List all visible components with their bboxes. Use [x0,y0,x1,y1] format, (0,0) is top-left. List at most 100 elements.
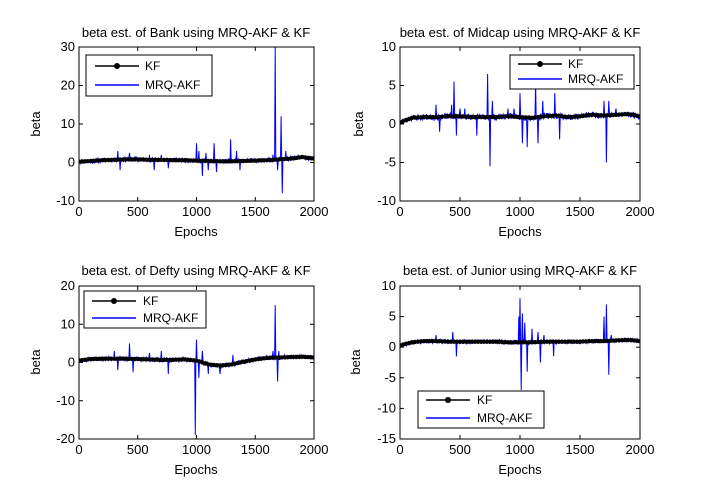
x-tick-label: 500 [127,442,149,457]
y-tick-label: 10 [61,116,75,131]
x-tick-label: 1000 [506,204,535,219]
series-layer [79,305,314,436]
legend-label-mrq-akf: MRQ-AKF [568,72,623,86]
y-tick-label: 0 [389,116,396,131]
chart-panel-defty: beta est. of Defty using MRQ-AKF & KF be… [28,263,328,477]
series-layer [400,298,640,391]
x-ticks: 0 500 1000 1500 2000 [75,286,328,457]
y-tick-label: -10 [377,400,396,415]
x-tick-label: 2000 [300,442,329,457]
plot-frame [78,46,315,202]
kf-point [637,338,640,344]
x-axis-label: Epochs [498,462,542,477]
chart-panel-midcap: beta est. of Midcap using MRQ-AKF & KF b… [351,25,654,239]
y-tick-label: 10 [61,316,75,331]
legend: KF MRQ-AKF [85,54,213,97]
y-tick-label: -10 [56,193,75,208]
x-tick-label: 0 [75,204,82,219]
legend-marker-kf [114,63,120,69]
y-tick-label: 20 [61,78,75,93]
y-tick-label: 0 [68,355,75,370]
chart-title: beta est. of Defty using MRQ-AKF & KF [81,263,310,278]
x-ticks: 0 500 1000 1500 2000 [396,286,654,457]
x-tick-label: 1500 [566,204,595,219]
y-tick-label: 0 [68,155,75,170]
kf-point [637,114,640,119]
y-axis-label: beta [351,111,366,137]
x-tick-label: 2000 [626,204,655,219]
legend-label-mrq-akf: MRQ-AKF [143,311,198,325]
x-tick-label: 1500 [566,442,595,457]
legend-box [83,290,207,329]
y-tick-label: -15 [377,431,396,446]
legend-label-kf: KF [145,59,160,73]
y-tick-label: 10 [382,39,396,54]
y-axis-label: beta [348,349,363,375]
x-ticks: 0 500 1000 1500 2000 [396,47,654,219]
series-layer [400,73,640,167]
x-axis-label: Epochs [498,224,542,239]
y-tick-label: 5 [389,309,396,324]
kf-point [311,156,314,161]
legend-label-kf: KF [568,57,583,71]
y-tick-label: 30 [61,39,75,54]
legend-label-mrq-akf: MRQ-AKF [477,411,532,425]
plot-frame [399,285,641,440]
legend: KF MRQ-AKF [417,390,545,429]
y-tick-label: 20 [61,278,75,293]
x-tick-label: 500 [127,204,149,219]
x-tick-label: 0 [75,442,82,457]
x-tick-label: 500 [449,442,471,457]
series-layer [79,47,314,194]
y-ticks: -10 -5 0 5 10 [377,39,640,208]
x-tick-label: 0 [396,204,403,219]
y-ticks: -15 -10 -5 0 5 10 [377,278,640,446]
x-tick-label: 0 [396,442,403,457]
x-tick-label: 1000 [182,442,211,457]
legend-box [417,390,545,429]
y-tick-label: 0 [389,339,396,354]
y-axis-label: beta [28,349,43,375]
y-tick-label: 5 [389,78,396,93]
y-ticks: -20 -10 0 10 20 [56,278,314,446]
chart-title: beta est. of Midcap using MRQ-AKF & KF [400,25,641,40]
series-line-mrq-akf [79,305,314,436]
x-axis-label: Epochs [174,462,218,477]
y-axis-label: beta [28,111,43,137]
chart-title: beta est. of Bank using MRQ-AKF & KF [82,25,310,40]
y-tick-label: -10 [56,393,75,408]
x-axis-label: Epochs [174,224,218,239]
legend-box [509,54,635,90]
chart-panel-bank: beta est. of Bank using MRQ-AKF & KF bet… [28,25,328,239]
legend-box [85,54,213,97]
x-ticks: 0 500 1000 1500 2000 [75,47,328,219]
legend-label-kf: KF [477,393,492,407]
y-tick-label: -5 [384,155,396,170]
x-tick-label: 1500 [241,442,270,457]
plot-frame [399,46,641,202]
y-tick-label: 10 [382,278,396,293]
legend-marker-kf [445,397,451,403]
legend-marker-kf [111,298,117,304]
legend-marker-kf [537,61,543,67]
y-ticks: -10 0 10 20 30 [56,39,314,208]
chart-title: beta est. of Junior using MRQ-AKF & KF [403,263,637,278]
legend: KF MRQ-AKF [83,290,207,329]
y-tick-label: -10 [377,193,396,208]
chart-panel-junior: beta est. of Junior using MRQ-AKF & KF b… [348,263,654,477]
y-tick-label: -20 [56,431,75,446]
y-tick-label: -5 [384,370,396,385]
x-tick-label: 500 [449,204,471,219]
x-tick-label: 1000 [182,204,211,219]
x-tick-label: 2000 [300,204,329,219]
legend-label-kf: KF [143,294,158,308]
x-tick-label: 1500 [241,204,270,219]
plot-frame [78,285,315,440]
legend-label-mrq-akf: MRQ-AKF [145,78,200,92]
x-tick-label: 2000 [626,442,655,457]
x-tick-label: 1000 [506,442,535,457]
series-line-mrq-akf [79,47,314,194]
legend: KF MRQ-AKF [509,54,635,90]
kf-point [311,355,314,360]
